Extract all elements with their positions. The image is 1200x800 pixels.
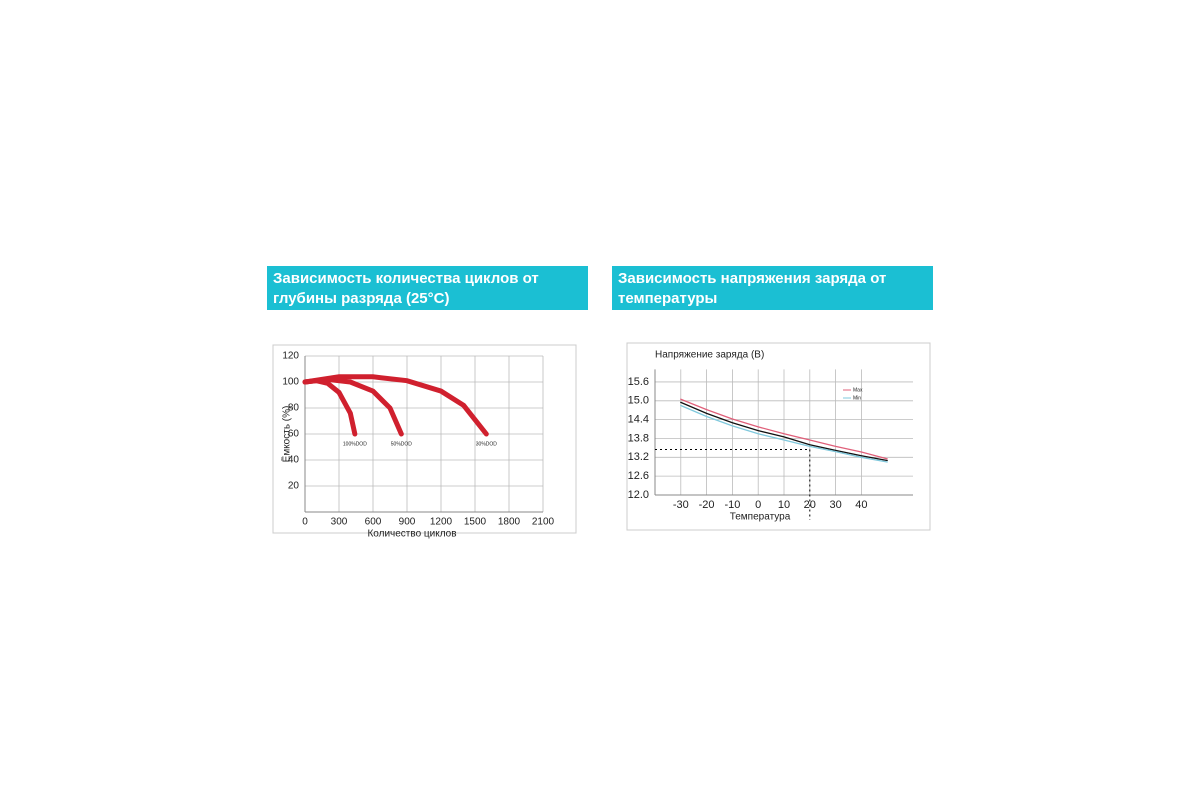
y-tick-label: 40: [288, 455, 300, 466]
x-axis-label: Количество циклов: [367, 529, 456, 540]
y-tick-label: 14.4: [628, 414, 649, 426]
y-axis-label: Напряжение заряда (В): [655, 350, 764, 361]
series-label: 30%DOD: [476, 441, 498, 447]
x-tick-label: 0: [302, 517, 308, 528]
legend-label: Min: [853, 395, 861, 401]
x-tick-label: 900: [399, 517, 416, 528]
x-tick-label: 40: [855, 499, 867, 511]
series-line: [680, 401, 888, 462]
series-label: 100%DOD: [343, 441, 367, 447]
y-tick-label: 12.0: [628, 489, 649, 501]
y-tick-label: 100: [282, 377, 299, 388]
series-line: [302, 374, 489, 437]
legend-label: Max: [853, 387, 863, 393]
chart-title: Зависимость количества циклов от глубины…: [267, 266, 588, 310]
x-tick-label: 1500: [464, 517, 487, 528]
chart-title: Зависимость напряжения заряда от темпера…: [612, 266, 933, 310]
y-tick-label: 13.8: [628, 432, 649, 444]
series-line: [680, 398, 888, 460]
x-tick-label: 0: [755, 499, 761, 511]
chart-frame: [626, 342, 931, 531]
y-tick-label: 15.6: [628, 376, 649, 388]
x-tick-label: -30: [673, 499, 689, 511]
y-tick-label: 80: [288, 403, 300, 414]
x-tick-label: 300: [331, 517, 348, 528]
y-tick-label: 12.6: [628, 470, 649, 482]
y-axis-label: Ёмкость (%): [281, 406, 293, 463]
y-tick-label: 15.0: [628, 395, 649, 407]
x-tick-label: -10: [724, 499, 740, 511]
y-tick-label: 120: [282, 351, 299, 362]
series-line: [680, 404, 888, 463]
x-tick-label: -20: [699, 499, 715, 511]
y-tick-label: 13.2: [628, 451, 649, 463]
x-tick-label: 600: [365, 517, 382, 528]
x-tick-label: 30: [829, 499, 841, 511]
chart-frame: [272, 344, 577, 534]
y-tick-label: 60: [288, 429, 300, 440]
x-tick-label: 10: [778, 499, 790, 511]
x-tick-label: 2100: [532, 517, 555, 528]
x-tick-label: 1200: [430, 517, 453, 528]
x-axis-label: Температура: [730, 512, 791, 523]
series-label: 50%DOD: [391, 441, 413, 447]
x-tick-label: 1800: [498, 517, 521, 528]
y-tick-label: 20: [288, 481, 300, 492]
